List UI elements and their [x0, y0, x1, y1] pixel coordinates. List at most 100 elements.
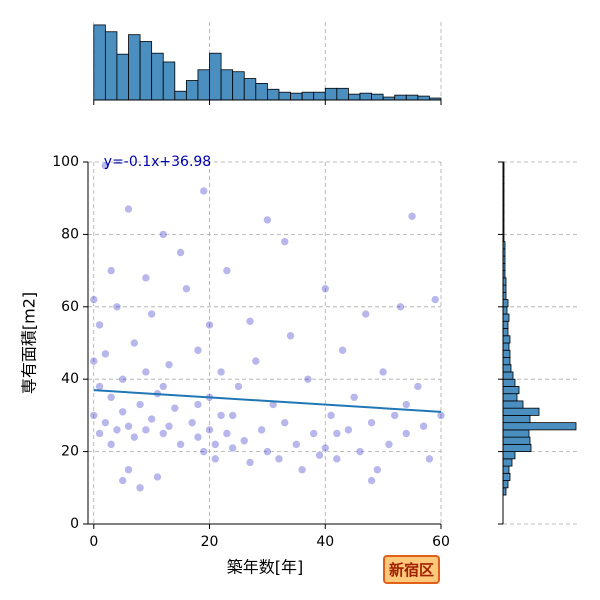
scatter-point — [141, 367, 151, 377]
histogram-bar — [502, 313, 510, 322]
regression-label: y=-0.1x+36.98 — [104, 154, 211, 170]
histogram-bar — [502, 378, 516, 387]
histogram-bar — [174, 90, 187, 101]
scatter-point — [234, 382, 243, 391]
scatter-point — [158, 230, 168, 239]
histogram-bar — [417, 95, 430, 101]
scatter-point — [106, 392, 116, 402]
scatter-point — [193, 345, 203, 355]
scatter-point — [216, 367, 226, 377]
histogram-bar — [290, 92, 303, 101]
histogram-bar — [502, 393, 518, 402]
histogram-bar — [502, 422, 577, 431]
scatter-point — [430, 295, 440, 304]
histogram-bar — [502, 371, 514, 380]
scatter-point — [315, 450, 324, 460]
scatter-point — [124, 465, 133, 475]
scatter-point — [141, 425, 151, 435]
histogram-bar — [502, 465, 510, 474]
scatter-point — [199, 447, 209, 456]
scatter-point — [153, 472, 162, 482]
scatter-point — [89, 295, 99, 304]
scatter-point — [373, 465, 382, 475]
scatter-point — [344, 425, 353, 435]
scatter-point — [135, 400, 145, 409]
scatter-point — [228, 443, 237, 453]
scatter-point — [89, 356, 99, 366]
x-tick-label: 20 — [201, 534, 219, 550]
histogram-bar — [502, 386, 520, 395]
ward-badge: 新宿区 — [383, 555, 441, 584]
scatter-point — [89, 411, 99, 420]
histogram-bar — [359, 92, 372, 101]
scatter-point — [118, 407, 128, 417]
histogram-bar — [502, 436, 531, 445]
histogram-bar — [197, 69, 210, 101]
scatter-point — [182, 284, 191, 294]
scatter-point — [158, 382, 168, 391]
histogram-bar — [93, 24, 106, 101]
y-tick-label: 0 — [70, 516, 79, 532]
scatter-point — [124, 421, 133, 431]
scatter-point — [118, 476, 128, 485]
scatter-point — [101, 349, 110, 359]
scatter-point — [292, 440, 301, 449]
scatter-point — [147, 309, 156, 319]
histogram-bar — [162, 61, 176, 101]
scatter-point — [118, 374, 128, 384]
x-tick-label: 60 — [432, 534, 450, 550]
histogram-bar — [209, 52, 222, 101]
histogram-bar — [104, 31, 118, 101]
histogram-bar — [278, 91, 291, 101]
scatter-point — [263, 447, 272, 456]
scatter-point — [332, 454, 342, 464]
scatter-point — [124, 204, 133, 214]
scatter-point — [390, 411, 400, 420]
y-tick-label: 60 — [61, 299, 79, 315]
histogram-bar — [502, 320, 509, 329]
histogram-bar — [301, 91, 315, 101]
histogram-bar — [502, 472, 511, 481]
scatter-point — [216, 411, 226, 420]
scatter-point — [309, 429, 318, 438]
scatter-point — [384, 440, 394, 449]
scatter-point — [193, 400, 203, 409]
histogram-bar — [502, 299, 509, 308]
y-tick-label: 80 — [61, 226, 79, 242]
scatter-point — [378, 367, 388, 377]
scatter-point — [251, 356, 261, 366]
scatter-point — [176, 440, 185, 449]
x-tick-label: 0 — [89, 534, 98, 550]
scatter-point — [413, 382, 423, 391]
scatter-point — [158, 429, 168, 438]
histogram-bar — [502, 342, 510, 351]
scatter-point — [419, 421, 428, 431]
histogram-bar — [255, 83, 268, 101]
scatter-point — [164, 360, 174, 370]
histogram-bar — [502, 407, 540, 416]
scatter-point — [280, 237, 290, 246]
scatter-point — [129, 432, 139, 442]
scatter-point — [106, 266, 116, 275]
regression-line — [93, 389, 442, 413]
histogram-bar — [324, 87, 338, 101]
scatter-point — [239, 436, 249, 446]
scatter-point — [112, 425, 122, 435]
histogram-bar — [405, 94, 419, 101]
histogram-bar — [502, 400, 524, 409]
histogram-bar — [502, 414, 531, 424]
scatter-point — [205, 425, 214, 435]
scatter-point — [407, 212, 417, 221]
scatter-point — [257, 425, 266, 435]
histogram-bar — [139, 41, 153, 101]
histogram-bar — [502, 306, 508, 315]
histogram-bar — [220, 69, 234, 101]
scatter-point — [320, 284, 330, 294]
histogram-bar — [502, 328, 509, 337]
scatter-point — [211, 454, 220, 464]
scatter-point — [95, 320, 104, 330]
histogram-bar — [502, 357, 511, 366]
histogram-bar — [232, 71, 245, 101]
scatter-point — [101, 418, 110, 427]
